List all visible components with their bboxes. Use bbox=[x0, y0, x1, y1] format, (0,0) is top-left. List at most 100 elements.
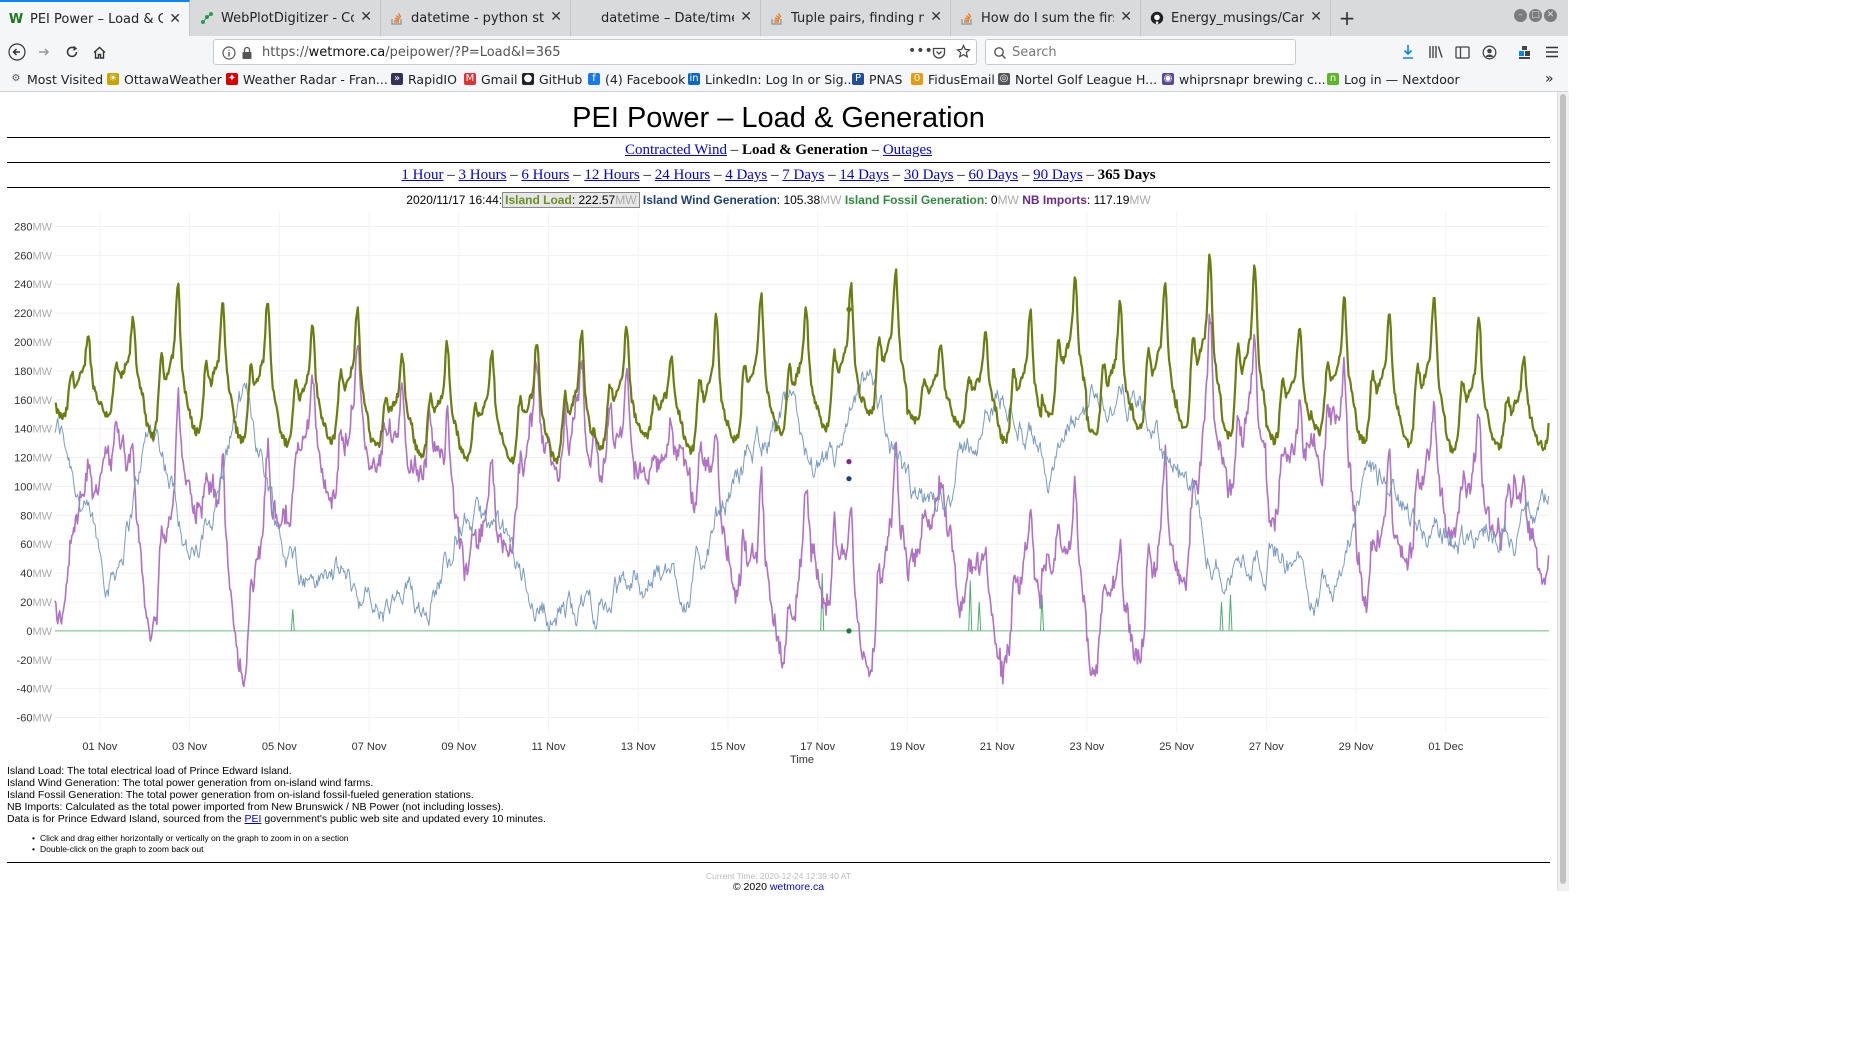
nav-separator: – bbox=[953, 167, 969, 183]
nav-separator: – bbox=[639, 167, 655, 183]
readout-timestamp: 2020/11/17 16:44: bbox=[406, 193, 503, 207]
bookmarks-toolbar: ⚙ Most Visited ☀ OttawaWeather ✦ Weather Rada… bbox=[0, 68, 1568, 92]
range-link[interactable]: 1 Hour bbox=[401, 167, 444, 183]
bookmark-item[interactable]: in LinkedIn: Log In or Sig... bbox=[688, 70, 855, 88]
hamburger-menu-icon[interactable] bbox=[1540, 40, 1564, 64]
readout-unit: MW bbox=[997, 193, 1019, 207]
info-icon[interactable] bbox=[222, 45, 236, 64]
fossil-spike bbox=[820, 573, 825, 631]
close-tab-icon[interactable]: ✕ bbox=[1310, 9, 1322, 25]
range-link[interactable]: 3 Hours bbox=[458, 167, 507, 183]
y-tick-label: -40MW bbox=[17, 684, 53, 696]
stackoverflow-favicon-icon bbox=[389, 10, 405, 26]
bookmark-item[interactable]: f (4) Facebook bbox=[588, 70, 685, 88]
range-link[interactable]: 24 Hours bbox=[654, 167, 711, 183]
browser-tab[interactable]: datetime - python strftim ✕ bbox=[381, 0, 571, 36]
bookmark-item[interactable]: ◉ whiprsnapr brewing c... bbox=[1162, 70, 1326, 88]
close-tab-icon[interactable]: ✕ bbox=[930, 9, 942, 25]
outages-link[interactable]: Outages bbox=[882, 142, 932, 158]
wetmore-link[interactable]: wetmore.ca bbox=[769, 881, 825, 893]
url-text[interactable]: https://wetmore.ca/peipower/?P=Load&I=36… bbox=[262, 45, 561, 60]
current-time: Current Time: 2020-12-24 12:39:40 AT bbox=[706, 871, 851, 881]
close-tab-icon[interactable]: ✕ bbox=[169, 11, 181, 27]
browser-tab[interactable]: datetime – Date/time value ✕ bbox=[571, 0, 761, 36]
series-wind-line bbox=[54, 368, 1550, 632]
range-link[interactable]: 30 Days bbox=[903, 167, 954, 183]
close-tab-icon[interactable]: ✕ bbox=[360, 9, 372, 25]
nav-separator: – bbox=[867, 142, 883, 158]
close-window-icon[interactable]: ✕ bbox=[1544, 9, 1557, 22]
minimize-window-icon[interactable]: – bbox=[1514, 9, 1527, 22]
bookmark-item[interactable]: ◎ Nortel Golf League H... bbox=[998, 70, 1157, 88]
bookmark-star-icon[interactable] bbox=[956, 44, 971, 63]
account-icon[interactable] bbox=[1477, 40, 1501, 64]
url-path: /peipower/?P=Load&I=365 bbox=[385, 45, 561, 60]
range-link[interactable]: 7 Days bbox=[782, 167, 825, 183]
fossil-spike bbox=[290, 609, 295, 631]
restore-window-icon[interactable]: □ bbox=[1529, 9, 1542, 22]
x-tick-label: 09 Nov bbox=[441, 741, 476, 753]
y-tick-label: 60MW bbox=[20, 539, 52, 551]
pei-link[interactable]: PEI bbox=[244, 813, 262, 825]
bookmark-item[interactable]: » RapidIO bbox=[391, 70, 457, 88]
x-tick-label: 25 Nov bbox=[1159, 741, 1194, 753]
bookmark-item[interactable]: 0 FidusEmail bbox=[911, 70, 995, 88]
back-icon[interactable] bbox=[5, 40, 29, 64]
range-link[interactable]: 14 Days bbox=[839, 167, 889, 183]
nav-separator: – bbox=[824, 167, 840, 183]
chart-readout: 2020/11/17 16:44: Island Load: 222.57MW I… bbox=[406, 192, 1151, 208]
x-tick-label: 05 Nov bbox=[262, 741, 297, 753]
close-tab-icon[interactable]: ✕ bbox=[1120, 9, 1132, 25]
range-link[interactable]: 4 Days bbox=[725, 167, 768, 183]
bookmark-item[interactable]: P PNAS bbox=[852, 70, 902, 88]
browser-tab[interactable]: How do I sum the first va ✕ bbox=[951, 0, 1141, 36]
bookmarks-overflow-icon[interactable]: » bbox=[1545, 71, 1554, 87]
reload-icon[interactable] bbox=[60, 40, 84, 64]
bookmark-item[interactable]: ⚙ Most Visited bbox=[10, 70, 104, 88]
lock-icon[interactable] bbox=[241, 45, 253, 64]
bookmark-item[interactable]: n Log in — Nextdoor bbox=[1327, 70, 1460, 88]
page-scrollbar[interactable] bbox=[1557, 92, 1569, 891]
downloads-icon[interactable] bbox=[1396, 40, 1420, 64]
tip-unzoom: Double-click on the graph to zoom back o… bbox=[32, 844, 349, 855]
series-load-line bbox=[54, 253, 1550, 465]
forward-icon[interactable] bbox=[32, 40, 56, 64]
library-icon[interactable] bbox=[1424, 40, 1448, 64]
current-range: 365 Days bbox=[1097, 167, 1156, 183]
scrollbar-thumb[interactable] bbox=[1560, 94, 1566, 884]
close-tab-icon[interactable]: ✕ bbox=[550, 9, 562, 25]
readout-fossil-label: Island Fossil Generation bbox=[844, 193, 985, 207]
bookmark-item[interactable]: ✦ Weather Radar - Fran... bbox=[226, 70, 388, 88]
nb-marker bbox=[846, 459, 852, 465]
pocket-icon[interactable] bbox=[932, 45, 946, 64]
bookmark-item[interactable]: ☀ OttawaWeather bbox=[107, 70, 222, 88]
range-link[interactable]: 12 Hours bbox=[584, 167, 640, 183]
range-link[interactable]: 60 Days bbox=[968, 167, 1019, 183]
load-generation-chart[interactable]: 280MW 260MW 240MW 220MW 200MW 180MW 160MW 140MW… bbox=[0, 212, 1557, 772]
sidebar-icon[interactable] bbox=[1450, 40, 1474, 64]
bookmark-item[interactable]: M Gmail bbox=[464, 70, 517, 88]
range-link[interactable]: 90 Days bbox=[1033, 167, 1083, 183]
readout-wind-label: Island Wind Generation bbox=[642, 193, 777, 207]
url-bar[interactable]: https://wetmore.ca/peipower/?P=Load&I=36… bbox=[213, 39, 977, 65]
browser-tab[interactable]: Tuple pairs, finding minim ✕ bbox=[761, 0, 951, 36]
extensions-icon[interactable] bbox=[1513, 40, 1537, 64]
contracted-wind-link[interactable]: Contracted Wind bbox=[624, 142, 727, 158]
tab-title: PEI Power – Load & Gene bbox=[30, 11, 163, 27]
browser-tab[interactable]: Energy_musings/Canada ✕ bbox=[1141, 0, 1331, 36]
x-tick-label: 19 Nov bbox=[890, 741, 925, 753]
browser-tab[interactable]: W PEI Power – Load & Gene ✕ bbox=[0, 0, 190, 36]
bookmark-label: PNAS bbox=[869, 71, 903, 87]
bookmark-item[interactable]: ● GitHub bbox=[522, 70, 582, 88]
bookmark-label: Weather Radar - Fran... bbox=[243, 71, 388, 87]
browser-tab[interactable]: WebPlotDigitizer - Copyr ✕ bbox=[191, 0, 381, 36]
tab-title: Energy_musings/Canada bbox=[1171, 10, 1304, 26]
home-icon[interactable] bbox=[87, 40, 111, 64]
readout-load-label: Island Load bbox=[505, 193, 572, 207]
range-link[interactable]: 6 Hours bbox=[521, 167, 570, 183]
close-tab-icon[interactable]: ✕ bbox=[740, 9, 752, 25]
search-input[interactable]: Search bbox=[985, 39, 1296, 65]
readout-load-value: 222.57 bbox=[578, 193, 616, 207]
page-actions-icon[interactable]: ••• bbox=[908, 43, 933, 59]
new-tab-icon[interactable]: + bbox=[1338, 6, 1356, 30]
